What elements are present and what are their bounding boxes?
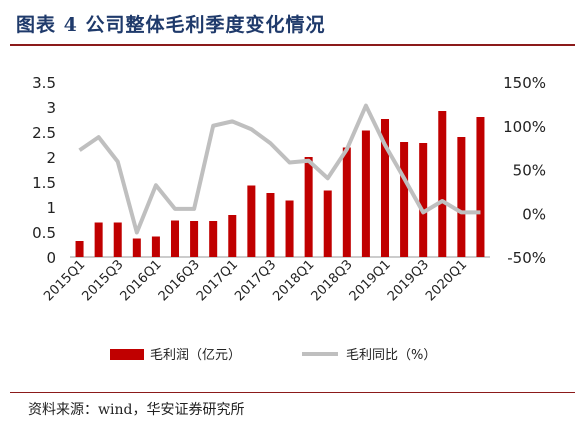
bar-2020Q2 (476, 117, 485, 257)
bar-2019Q3 (419, 143, 428, 257)
bar-2015Q2 (94, 222, 103, 257)
bar-2018Q3 (342, 147, 351, 257)
right-tick-label: -50% (507, 249, 546, 267)
right-tick-label: 50% (513, 162, 546, 180)
left-tick-label: 0.5 (32, 224, 56, 242)
title-divider (10, 44, 575, 46)
bar-2017Q2 (247, 185, 256, 257)
left-tick-label: 0 (46, 249, 56, 267)
left-axis-ticks: 0 0.5 1 1.5 2 2.5 3 3.5 (32, 74, 56, 267)
bar-2020Q1 (457, 137, 466, 257)
bar-2015Q1 (75, 241, 84, 257)
bar-2015Q3 (113, 222, 122, 257)
x-tick-label: 2019Q1 (347, 257, 394, 304)
bar-2019Q4 (438, 111, 447, 257)
x-tick-label: 2016Q1 (118, 257, 165, 304)
right-tick-label: 0% (522, 205, 546, 223)
bar-2019Q1 (380, 119, 390, 257)
legend-swatch-bar (110, 349, 144, 360)
bar-2018Q4 (361, 130, 370, 257)
bar-2018Q1 (304, 157, 313, 257)
bar-2016Q4 (209, 221, 218, 257)
bar-2017Q4 (285, 200, 294, 257)
bar-line-chart: 0 0.5 1 1.5 2 2.5 3 3.5 -50% 0% 50% 100% 150% 2015Q… (32, 74, 546, 363)
bar-2016Q1 (151, 236, 160, 257)
bar-2019Q2 (400, 142, 409, 257)
bar-2016Q2 (170, 220, 180, 257)
x-tick-label: 2018Q3 (309, 257, 356, 304)
left-tick-label: 3 (46, 99, 56, 117)
left-tick-label: 2 (46, 149, 56, 167)
x-tick-label: 2016Q3 (156, 257, 203, 304)
x-tick-label: 2019Q3 (385, 257, 432, 304)
footer-divider (10, 392, 575, 393)
bar-series (75, 111, 485, 257)
right-tick-label: 150% (503, 74, 546, 92)
legend-label-bar: 毛利润（亿元） (150, 348, 241, 363)
left-tick-label: 2.5 (32, 124, 56, 142)
x-tick-label: 2020Q1 (423, 257, 470, 304)
x-axis-ticks: 2015Q12015Q32016Q12016Q32017Q12017Q32018… (41, 257, 470, 304)
x-tick-label: 2017Q3 (232, 257, 279, 304)
bar-2017Q1 (228, 215, 237, 257)
legend-label-line: 毛利同比（%） (346, 348, 436, 363)
right-tick-label: 100% (503, 118, 546, 136)
chart-legend: 毛利润（亿元） 毛利同比（%） (110, 348, 436, 363)
bar-2016Q3 (190, 221, 199, 257)
line-series (78, 103, 481, 235)
left-tick-label: 1 (46, 199, 56, 217)
x-tick-label: 2015Q3 (79, 257, 126, 304)
x-tick-label: 2017Q1 (194, 257, 241, 304)
right-axis-ticks: -50% 0% 50% 100% 150% (503, 74, 546, 267)
left-tick-label: 1.5 (32, 174, 56, 192)
source-note: 资料来源：wind，华安证券研究所 (28, 402, 245, 418)
left-tick-label: 3.5 (32, 74, 56, 92)
bar-2015Q4 (132, 238, 141, 257)
bar-2017Q3 (266, 193, 275, 257)
bar-2018Q2 (323, 190, 332, 257)
figure-title: 图表 4 公司整体毛利季度变化情况 (16, 14, 326, 36)
x-tick-label: 2018Q1 (270, 257, 317, 304)
